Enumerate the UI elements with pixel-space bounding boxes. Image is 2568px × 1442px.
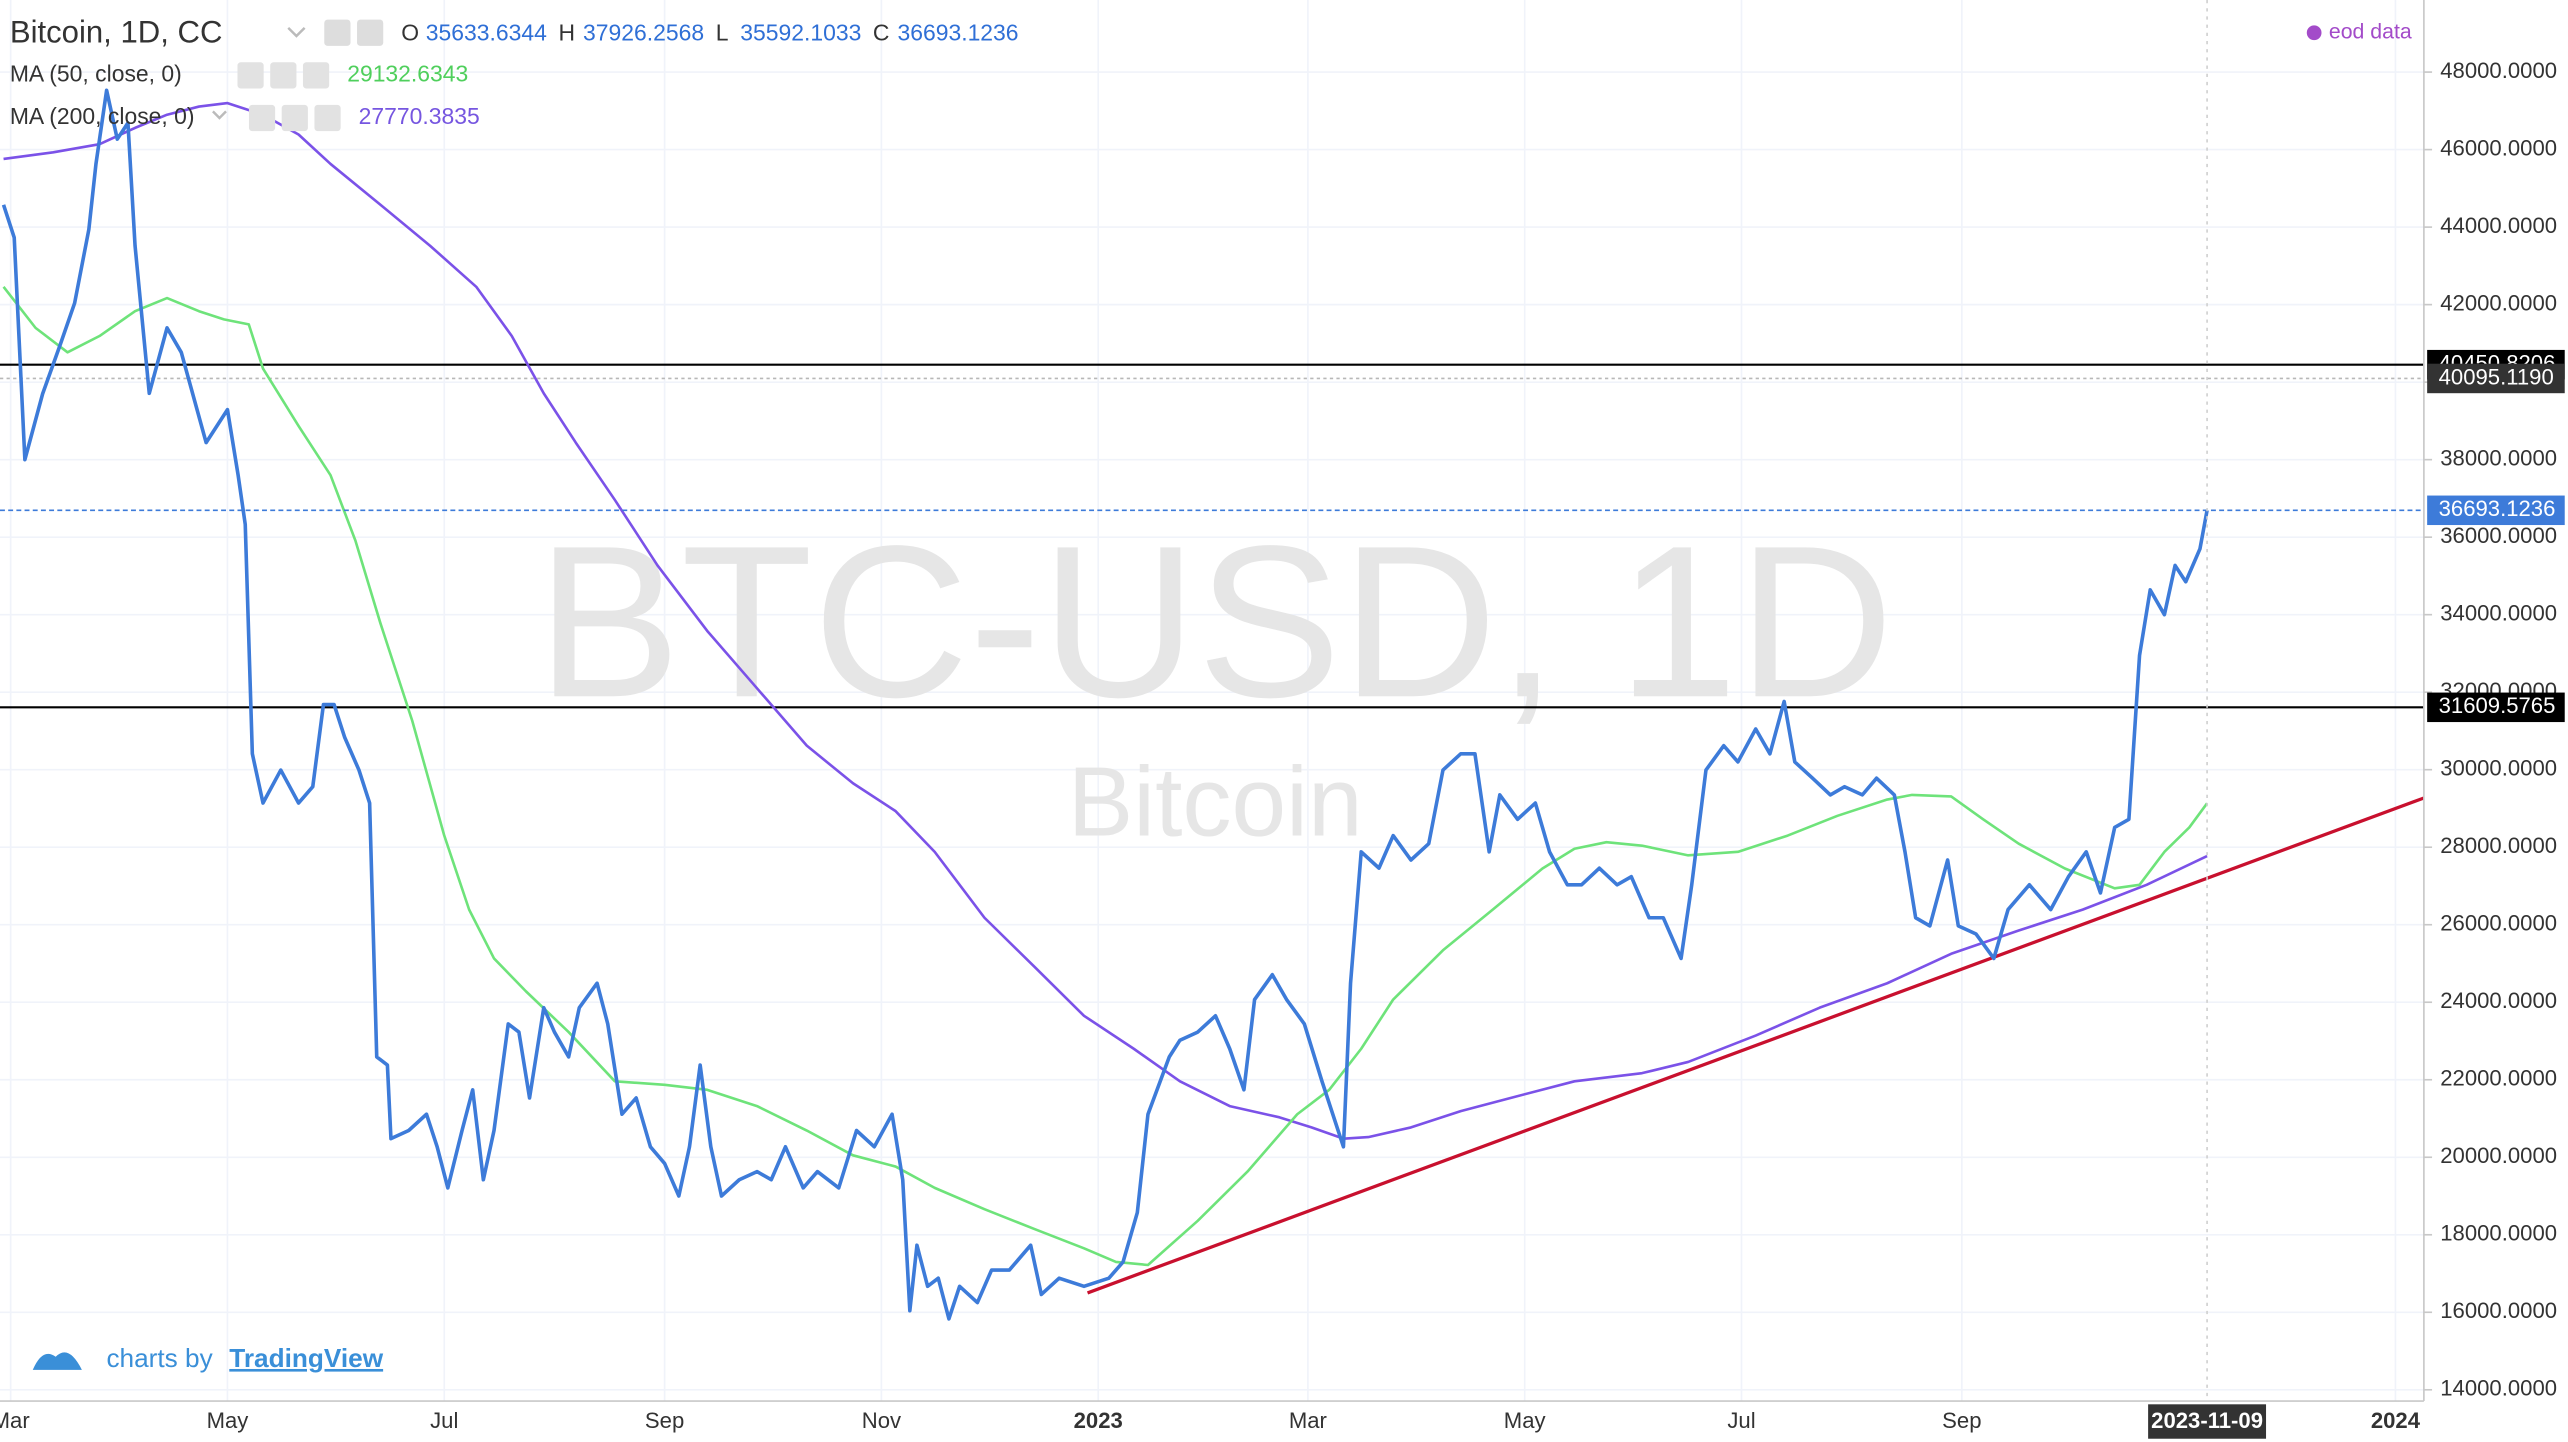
y-tick-label: 34000.0000 [2440,601,2557,626]
axis-badge [2427,363,2565,394]
ma200-value: 27770.3835 [359,103,480,129]
y-tick-label: 44000.0000 [2440,213,2557,238]
watermark: BTC-USD, 1D [537,500,1894,742]
ma50-legend: MA (50, close, 0) [10,60,182,86]
x-tick-label: Mar [0,1408,30,1433]
header: Bitcoin, 1D, CC O 35633.6344 H 37926.2568 L 3… [10,15,2412,132]
axis-badge [2427,495,2565,526]
series-line [2,285,2209,1267]
y-tick-label: 20000.0000 [2440,1143,2557,1168]
ohlc-label: C [873,19,890,45]
branding[interactable]: charts by TradingView [32,1343,384,1373]
branding-name[interactable]: TradingView [229,1343,383,1373]
title: Bitcoin, 1D, CC [10,15,223,50]
x-tick-label: Sep [645,1408,684,1433]
y-tick-label: 14000.0000 [2440,1376,2557,1401]
y-tick-label: 48000.0000 [2440,58,2557,83]
x-tick-label: Sep [1942,1408,1981,1433]
ohlc-label: L [716,19,729,45]
x-tick-label: Nov [862,1408,901,1433]
date-badge-label: 2023-11-09 [2151,1408,2263,1433]
axes: 14000.0000 16000.0000 18000.0000 20000.0000… [0,58,2565,1439]
settings-icon[interactable] [270,62,297,89]
ohlc-value: 36693.1236 [897,19,1018,45]
ohlc-value: 35592.1033 [740,19,861,45]
y-tick-label: 22000.0000 [2440,1066,2557,1091]
close-icon[interactable] [314,104,341,132]
source-dot [2306,25,2322,41]
y-tick-label: 46000.0000 [2440,135,2557,160]
x-tick-label: Jul [1727,1408,1755,1433]
y-tick-label: 24000.0000 [2440,988,2557,1013]
ma50-value: 29132.6343 [347,60,468,86]
y-tick-label: 26000.0000 [2440,911,2557,936]
y-tick-label: 28000.0000 [2440,833,2557,858]
settings-icon[interactable] [281,104,308,132]
ohlc-label: O [401,19,419,45]
x-tick-label: 2024 [2371,1408,2421,1433]
axis-badge-label: 40095.1190 [2439,364,2554,389]
axis-badge [2427,692,2565,723]
watermark-subtitle: Bitcoin [1068,746,1363,856]
y-tick-label: 38000.0000 [2440,445,2557,470]
branding-prefix: charts by [106,1343,213,1373]
dropdown-icon[interactable] [212,110,227,120]
x-tick-label: Jul [430,1408,458,1433]
series-line [1,88,2209,1321]
x-tick-label: 2023 [1074,1408,1123,1433]
ma200-legend: MA (200, close, 0) [10,103,195,129]
source-label: eod data [2329,19,2412,43]
series-line [3,101,2208,1140]
x-tick-label: May [207,1408,250,1433]
eye-icon[interactable] [248,104,276,132]
dropdown-icon[interactable] [287,26,306,38]
y-tick-label: 36000.0000 [2440,523,2557,548]
close-icon[interactable] [302,62,330,89]
x-axis-area [0,1401,2568,1442]
ohlc-label: H [558,19,575,45]
y-tick-label: 30000.0000 [2440,756,2557,781]
settings-icon[interactable] [357,19,384,46]
trendline [1086,796,2425,1295]
x-tick-label: Mar [1289,1408,1327,1433]
y-tick-label: 16000.0000 [2440,1298,2557,1323]
y-tick-label: 42000.0000 [2440,290,2557,315]
ohlc-value: 35633.6344 [426,19,547,45]
ohlc-value: 37926.2568 [583,19,704,45]
date-badge [2148,1404,2267,1439]
x-tick-label: May [1504,1408,1547,1433]
eye-icon[interactable] [324,19,351,46]
eye-icon[interactable] [237,62,264,89]
grid [0,0,2424,1402]
axis-badge-label: 31609.5765 [2439,693,2556,718]
ohlc: O 35633.6344 H 37926.2568 L 35592.1033 C 36693.… [401,19,1018,45]
axis-badge-label: 36693.1236 [2439,496,2556,521]
logo-icon [32,1352,82,1370]
y-tick-label: 18000.0000 [2440,1221,2557,1246]
